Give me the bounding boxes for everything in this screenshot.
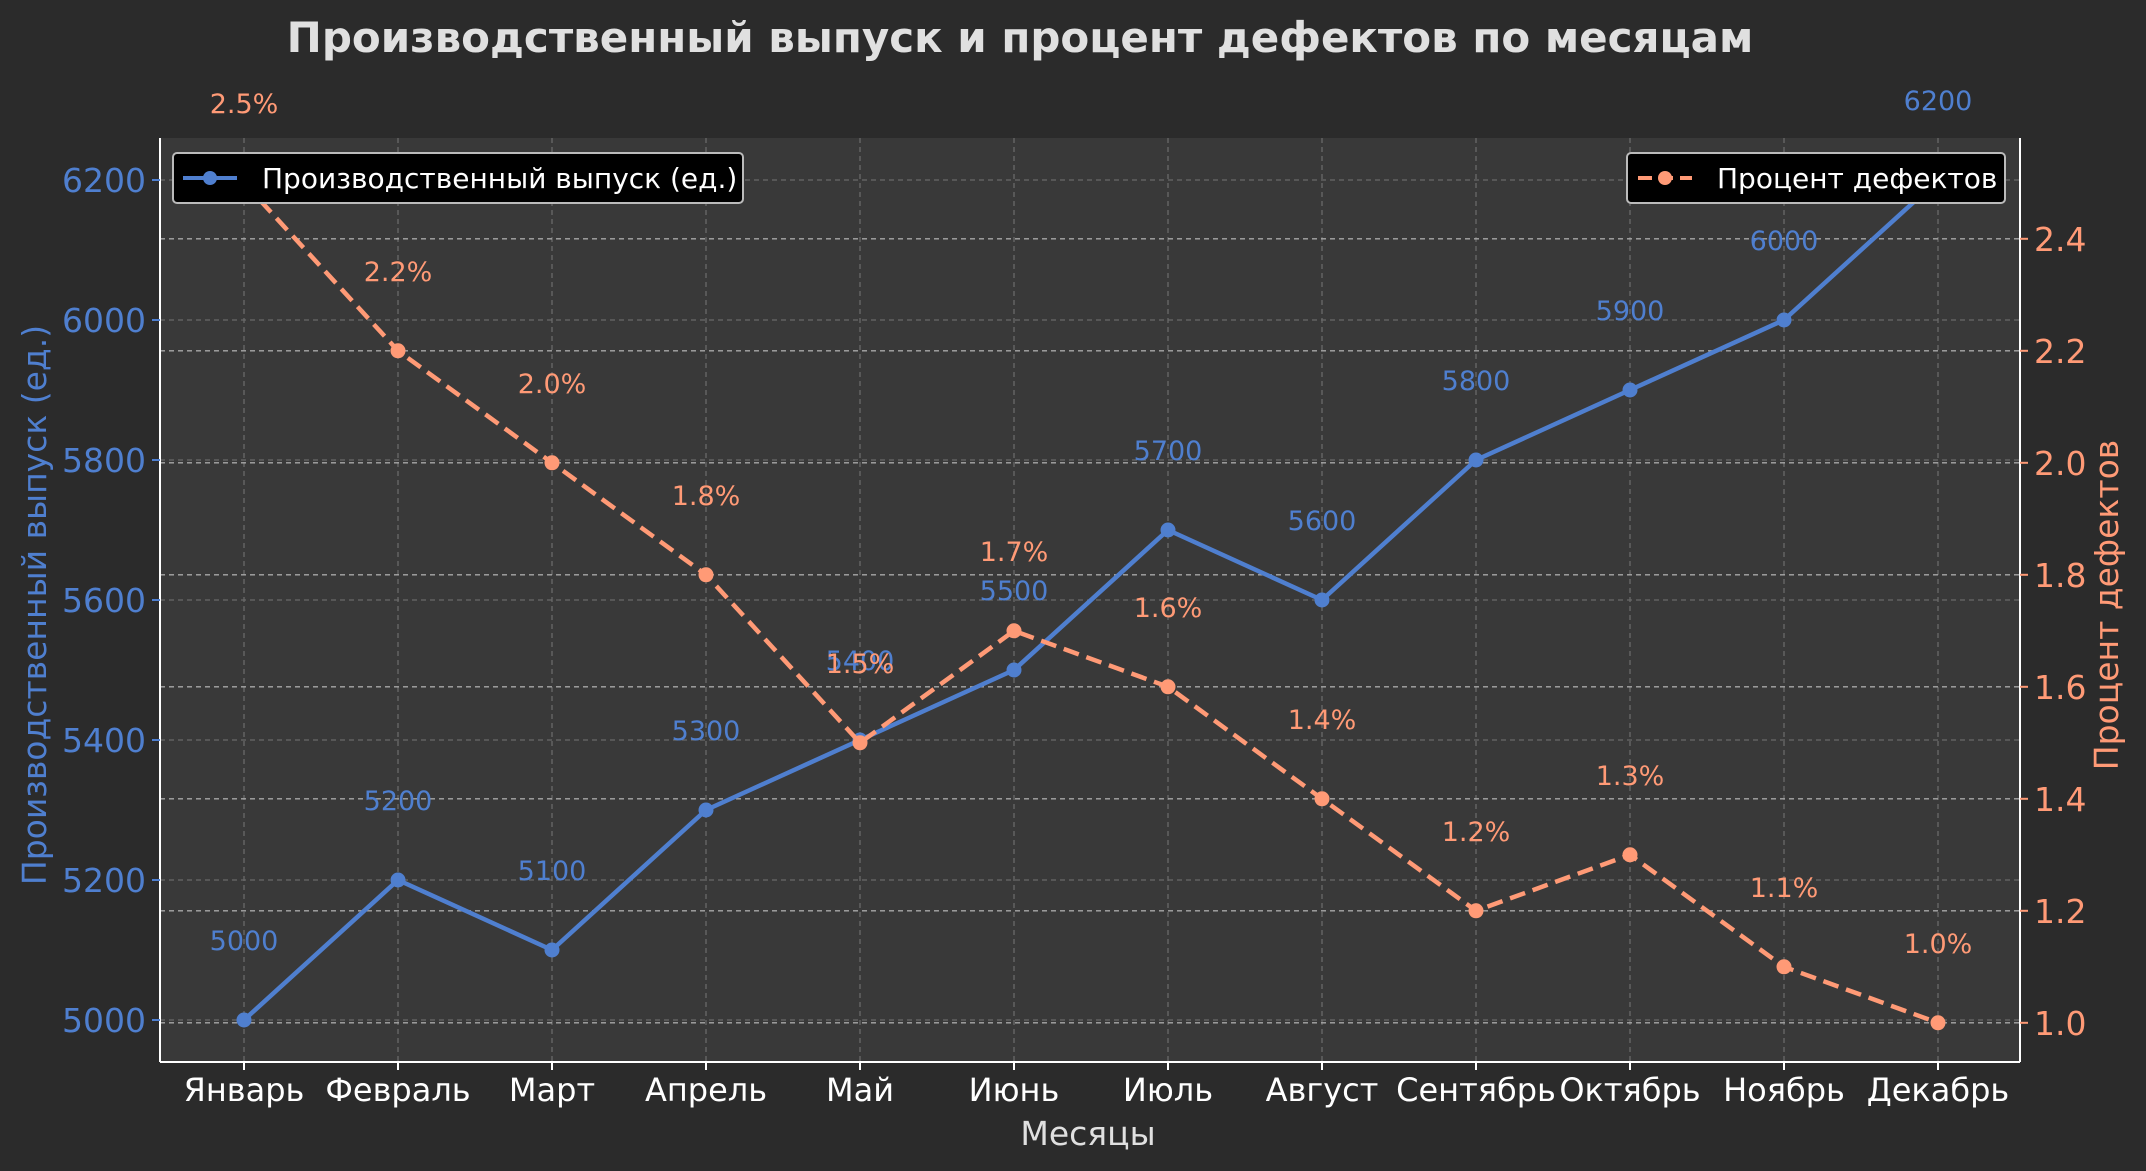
y-right-axis-label: Процент дефектов [2087, 440, 2126, 770]
y-right-tick-label: 1.6 [2034, 668, 2086, 707]
series-point-defects [852, 735, 868, 751]
y-left-axis-label: Производственный выпуск (ед.) [15, 325, 54, 885]
y-left-tick-label: 5200 [62, 861, 146, 900]
series-point-defects [1776, 959, 1792, 975]
data-label-defects: 1.4% [1288, 705, 1357, 736]
legend-right-marker [1658, 171, 1672, 185]
y-right-tick-label: 1.2 [2034, 892, 2086, 931]
y-left-tick-label: 6000 [62, 301, 146, 340]
x-tick-label: Апрель [645, 1071, 767, 1109]
data-label-output: 5100 [518, 856, 587, 887]
data-label-output: 5900 [1596, 296, 1665, 327]
x-tick-label: Март [509, 1071, 595, 1109]
x-tick-label: Февраль [325, 1071, 470, 1109]
series-point-output [1776, 312, 1792, 328]
y-left-tick-label: 5000 [62, 1001, 146, 1040]
series-point-defects [1006, 623, 1022, 639]
series-point-output [544, 942, 560, 958]
x-axis-label: Месяцы [1020, 1114, 1155, 1153]
data-label-output: 5400 [826, 646, 895, 677]
data-label-defects: 1.7% [980, 537, 1049, 568]
series-point-defects [1314, 791, 1330, 807]
y-left-tick-label: 5600 [62, 581, 146, 620]
legend-left-text: Производственный выпуск (ед.) [262, 162, 737, 195]
y-left-tick-label: 5800 [62, 441, 146, 480]
data-label-defects: 2.0% [518, 369, 587, 400]
data-label-defects: 1.2% [1442, 817, 1511, 848]
series-line-defects [242, 181, 1939, 1025]
series-point-output [236, 1012, 252, 1028]
y-right-tick-label: 2.4 [2034, 220, 2086, 259]
x-tick-label: Август [1266, 1071, 1379, 1109]
data-label-defects: 2.5% [210, 89, 279, 120]
legend-right-text: Процент дефектов [1717, 162, 1997, 195]
x-tick-label: Январь [184, 1071, 305, 1109]
data-label-output: 6000 [1750, 226, 1819, 257]
series-point-output [698, 802, 714, 818]
data-label-output: 5800 [1442, 366, 1511, 397]
data-labels: 5000 5200 5100 5300 5400 5500 5700 5600 5800 5900… [210, 86, 1973, 960]
y-right-tick-label: 1.0 [2034, 1004, 2086, 1043]
series-point-defects [698, 567, 714, 583]
data-label-defects: 2.2% [364, 257, 433, 288]
x-tick-label: Июль [1123, 1071, 1213, 1109]
x-tick-label: Ноябрь [1723, 1071, 1845, 1109]
y-right-tick-label: 1.8 [2034, 556, 2086, 595]
y-right-tick-label: 2.0 [2034, 444, 2086, 483]
series-point-defects [544, 455, 560, 471]
y-right-tick-label: 2.2 [2034, 332, 2086, 371]
series-point-output [1006, 662, 1022, 678]
data-label-defects: 1.8% [672, 481, 741, 512]
series-point-defects [1622, 847, 1638, 863]
data-label-output: 6200 [1904, 86, 1973, 117]
data-label-output: 5200 [364, 786, 433, 817]
data-label-defects: 1.6% [1134, 593, 1203, 624]
legend-left-marker [203, 171, 217, 185]
legend-right-box [1626, 152, 2006, 204]
series-point-defects [1930, 1015, 1946, 1031]
data-label-defects: 1.0% [1904, 929, 1973, 960]
series-line-output [242, 178, 1940, 1022]
y-left-tick-label: 5400 [62, 721, 146, 760]
series-point-output [1622, 382, 1638, 398]
y-right-tick-label: 1.4 [2034, 780, 2086, 819]
series-point-output [390, 872, 406, 888]
series-layer [236, 172, 1946, 1031]
data-label-defects: 1.3% [1596, 761, 1665, 792]
x-tick-label: Май [826, 1071, 894, 1109]
data-label-defects: 1.1% [1750, 873, 1819, 904]
legend-left-box [172, 152, 744, 204]
chart-title: Производственный выпуск и процент дефект… [287, 13, 1754, 62]
data-label-output: 5600 [1288, 506, 1357, 537]
x-tick-label: Декабрь [1867, 1071, 2010, 1109]
data-label-output: 5500 [980, 576, 1049, 607]
x-tick-label: Сентябрь [1396, 1071, 1556, 1109]
ticks: Январь Февраль Март Апрель Май Июнь Июль Август… [62, 161, 2086, 1109]
data-label-output: 5700 [1134, 436, 1203, 467]
legend-right: Процент дефектов [1626, 152, 2006, 204]
y-left-tick-label: 6200 [62, 161, 146, 200]
data-label-defects: 1.5% [826, 649, 895, 680]
x-tick-label: Июнь [969, 1071, 1060, 1109]
series-point-output [1314, 592, 1330, 608]
series-point-output [1160, 522, 1176, 538]
data-label-output: 5000 [210, 926, 279, 957]
series-point-output [1468, 452, 1484, 468]
series-point-defects [1160, 679, 1176, 695]
legend-left: Производственный выпуск (ед.) [172, 152, 744, 204]
series-point-defects [390, 343, 406, 359]
data-label-output: 5300 [672, 716, 741, 747]
series-point-defects [1468, 903, 1484, 919]
x-tick-label: Октябрь [1559, 1071, 1700, 1109]
